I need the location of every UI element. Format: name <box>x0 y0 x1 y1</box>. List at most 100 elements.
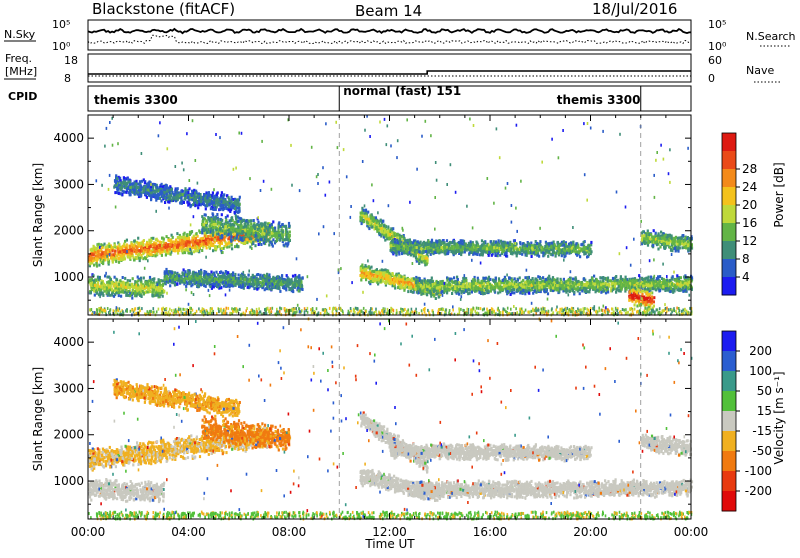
data-cell <box>383 231 385 234</box>
data-cell <box>119 247 121 250</box>
data-cell <box>138 193 140 196</box>
data-cell <box>380 219 382 222</box>
data-cell <box>147 288 149 291</box>
data-cell <box>213 223 215 226</box>
data-cell <box>150 189 152 192</box>
nsearch-scale-hi: 10⁵ <box>708 18 726 31</box>
data-cell <box>154 183 156 186</box>
data-cell <box>230 217 232 220</box>
data-cell <box>278 234 280 237</box>
data-cell <box>189 241 191 244</box>
data-cell <box>187 204 189 207</box>
data-cell <box>202 220 204 223</box>
data-cell <box>244 278 246 281</box>
data-cell <box>134 292 136 295</box>
data-cell <box>267 228 269 231</box>
data-cell <box>222 208 224 211</box>
data-cell <box>152 284 154 287</box>
data-cell <box>107 258 109 261</box>
data-cell <box>185 249 187 252</box>
data-cell <box>167 278 169 281</box>
data-cell <box>413 254 415 257</box>
data-cell <box>138 189 140 192</box>
data-cell <box>407 281 409 284</box>
data-cell <box>252 241 254 244</box>
data-cell <box>244 274 246 277</box>
data-cell <box>163 194 165 197</box>
data-cell <box>127 178 129 181</box>
data-cell <box>212 229 214 232</box>
data-cell <box>135 294 137 297</box>
data-cell <box>138 291 140 294</box>
data-cell <box>165 268 167 271</box>
data-cell <box>234 207 236 210</box>
nsearch-line <box>88 35 691 43</box>
data-cell <box>97 276 99 279</box>
data-cell <box>196 232 198 235</box>
data-cell <box>191 239 193 242</box>
data-cell <box>233 229 235 232</box>
data-cell <box>221 191 223 194</box>
data-cell <box>203 284 205 287</box>
data-cell <box>101 286 103 289</box>
data-cell <box>256 273 258 276</box>
data-cell <box>161 254 163 257</box>
data-cell <box>137 237 139 240</box>
data-cell <box>388 279 390 282</box>
data-cell <box>228 275 230 278</box>
data-cell <box>124 240 126 243</box>
data-cell <box>210 244 212 247</box>
data-cell <box>184 232 186 235</box>
data-cell <box>107 261 109 264</box>
data-cell <box>405 284 407 287</box>
data-cell <box>369 214 371 217</box>
data-cell <box>147 249 149 252</box>
data-cell <box>229 284 231 287</box>
data-cell <box>209 203 211 206</box>
data-cell <box>159 197 161 200</box>
data-cell <box>250 276 252 279</box>
data-cell <box>181 249 183 252</box>
data-cell <box>184 197 186 200</box>
data-cell <box>127 286 129 289</box>
nsearch-scale-lo: 10⁰ <box>708 40 727 53</box>
data-cell <box>208 218 210 221</box>
data-cell <box>114 250 116 253</box>
data-cell <box>372 278 374 281</box>
data-cell <box>238 283 240 286</box>
nave-hi: 60 <box>708 54 722 67</box>
data-cell <box>104 275 106 278</box>
data-cell <box>184 194 186 197</box>
data-cell <box>174 247 176 250</box>
data-cell <box>164 282 166 285</box>
data-cell <box>135 183 137 186</box>
data-cell <box>174 284 176 287</box>
data-cell <box>139 184 141 187</box>
data-cell <box>201 215 203 218</box>
data-cell <box>287 242 289 245</box>
data-cell <box>112 253 114 256</box>
data-cell <box>264 229 266 232</box>
data-cell <box>367 211 369 214</box>
data-cell <box>163 188 165 191</box>
data-cell <box>297 287 299 290</box>
nsky-line <box>88 29 691 33</box>
data-cell <box>152 185 154 188</box>
data-cell <box>287 282 289 285</box>
data-cell <box>104 287 106 290</box>
data-cell <box>181 236 183 239</box>
data-cell <box>207 200 209 203</box>
data-cell <box>215 223 217 226</box>
data-cell <box>393 282 395 285</box>
data-cell <box>200 271 202 274</box>
data-cell <box>166 193 168 196</box>
data-cell <box>157 288 159 291</box>
data-cell <box>364 268 366 271</box>
data-cell <box>90 291 92 294</box>
data-cell <box>271 243 273 246</box>
data-cell <box>214 218 216 221</box>
data-cell <box>223 193 225 196</box>
data-cell <box>195 250 197 253</box>
data-cell <box>247 283 249 286</box>
data-cell <box>218 241 220 244</box>
